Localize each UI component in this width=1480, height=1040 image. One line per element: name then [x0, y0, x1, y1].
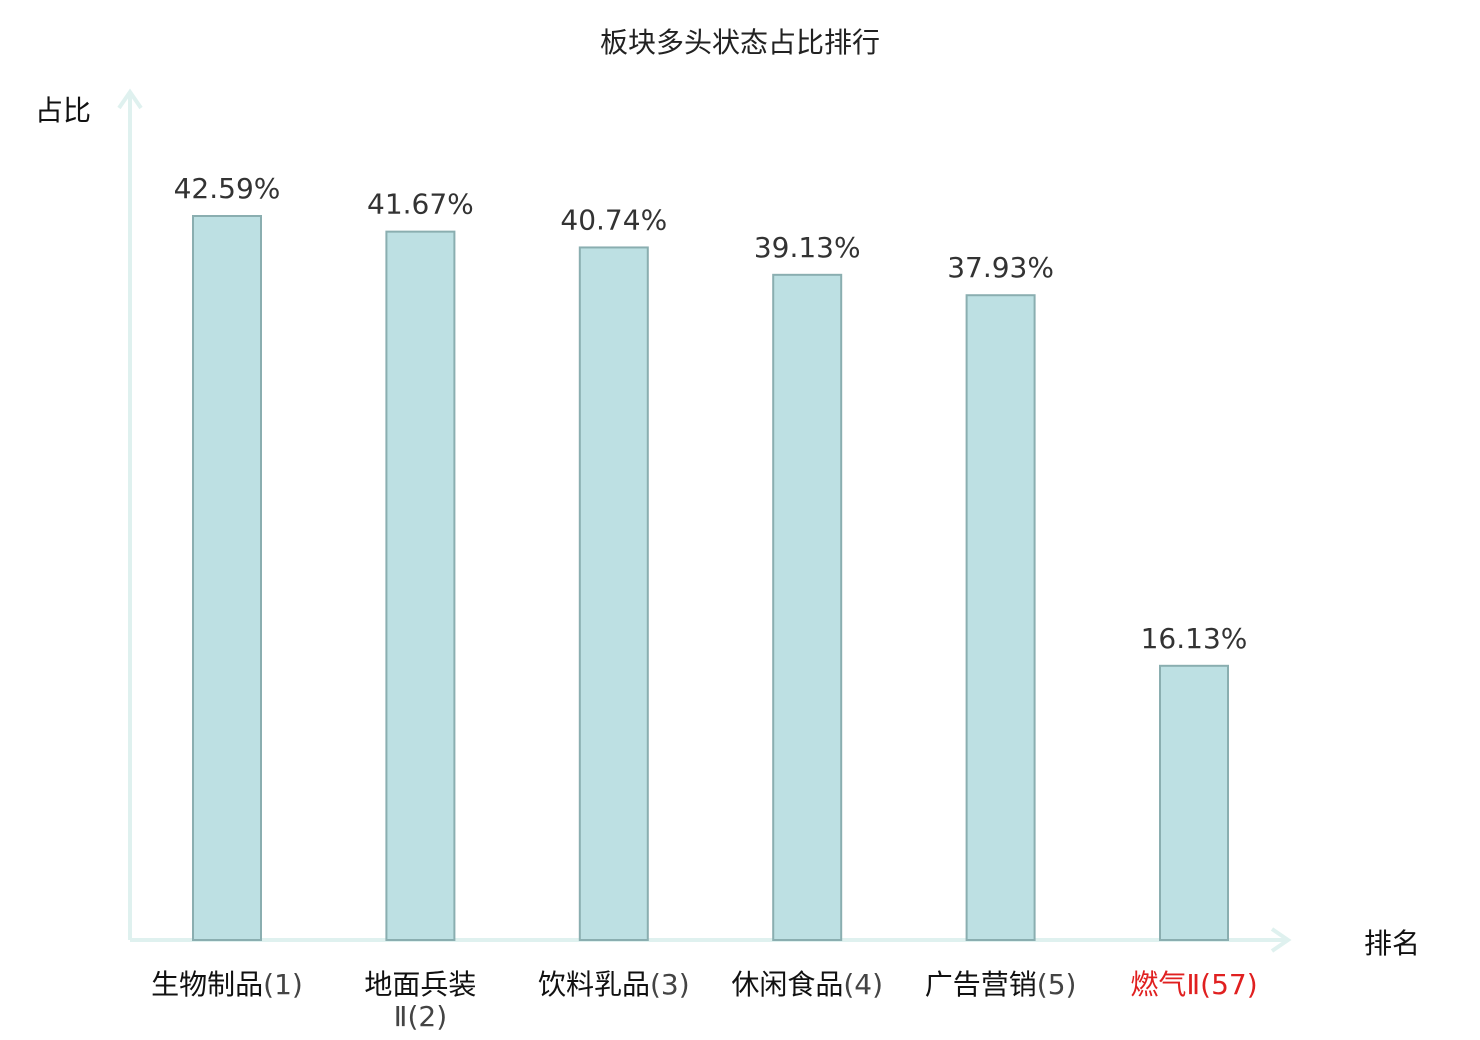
- category-label: 饮料乳品(3): [538, 968, 690, 1001]
- bar-value-label: 37.93%: [947, 251, 1054, 284]
- category-label: 广告营销(5): [925, 968, 1077, 1001]
- category-rank: (1): [263, 968, 303, 1001]
- category-rank: (4): [843, 968, 883, 1001]
- category-rank: Ⅱ(2): [394, 1000, 447, 1033]
- bar-value-label: 40.74%: [560, 203, 667, 236]
- y-axis-label: 占比: [35, 94, 91, 127]
- bar-value-label: 39.13%: [754, 231, 861, 264]
- value-labels-group: 42.59% 41.67% 40.74% 39.13% 37.93% 16.13%: [174, 172, 1248, 655]
- y-axis-arrow: [117, 88, 143, 110]
- chart-title: 板块多头状态占比排行: [600, 26, 880, 59]
- bar: [1159, 664, 1229, 942]
- category-label: 休闲食品(4): [731, 968, 883, 1001]
- category-name: 广告营销: [925, 968, 1037, 1001]
- category-rank: (57): [1200, 968, 1257, 1001]
- bar: [965, 294, 1036, 941]
- category-labels-group: 生物制品(1) 地面兵装 Ⅱ(2)饮料乳品(3) 休闲食品(4) 广告营销(5) 燃气Ⅱ(…: [151, 968, 1257, 1033]
- category-name: 地面兵装: [364, 968, 476, 1001]
- x-axis-arrow: [1270, 927, 1292, 953]
- bar: [772, 273, 843, 941]
- bar-value-label: 16.13%: [1141, 622, 1248, 655]
- bar: [192, 215, 262, 941]
- category-rank: (5): [1037, 968, 1077, 1001]
- category-label: 燃气Ⅱ(57): [1130, 968, 1257, 1001]
- axes: [117, 88, 1292, 953]
- category-rank: (3): [650, 968, 690, 1001]
- category-label: 生物制品(1): [151, 968, 303, 1001]
- category-label: 地面兵装 Ⅱ(2): [364, 968, 476, 1033]
- bar-value-label: 41.67%: [367, 188, 474, 221]
- bar: [578, 246, 649, 942]
- category-name: 生物制品: [151, 968, 263, 1001]
- x-axis-label: 排名: [1364, 927, 1420, 960]
- bar-value-label: 42.59%: [174, 172, 281, 205]
- bar: [385, 230, 456, 942]
- category-name: 饮料乳品: [538, 968, 650, 1001]
- bars-group: [192, 215, 1229, 942]
- category-name: 燃气Ⅱ: [1130, 968, 1200, 1001]
- category-name: 休闲食品: [731, 968, 843, 1001]
